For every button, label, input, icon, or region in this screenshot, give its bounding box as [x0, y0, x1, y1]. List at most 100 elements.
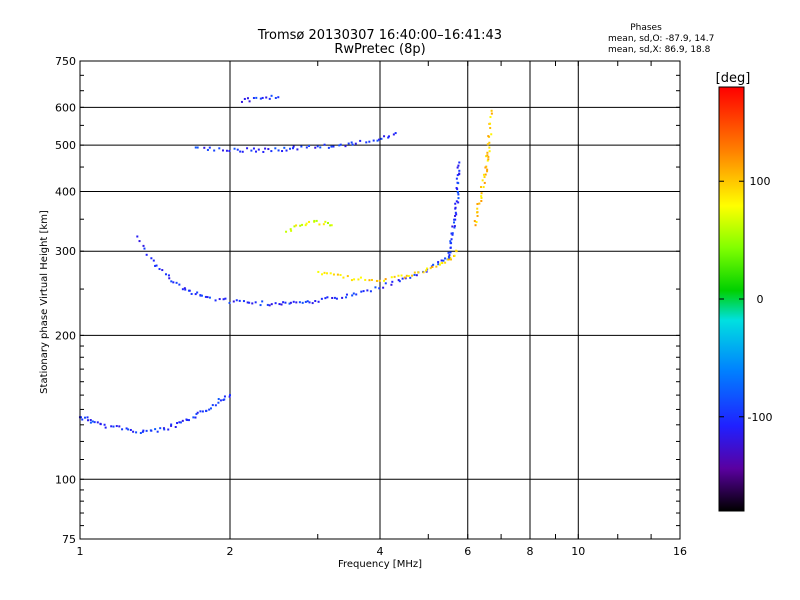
- echo-point: [447, 258, 450, 261]
- echo-point: [186, 419, 189, 422]
- echo-point: [327, 146, 330, 149]
- y-tick-label: 400: [55, 185, 76, 198]
- echo-point: [208, 146, 211, 149]
- echo-point: [232, 300, 235, 303]
- stats-o-mode: mean, sd,O: -87.9, 14.7: [608, 34, 714, 44]
- echo-point: [308, 220, 311, 223]
- echo-point: [455, 250, 458, 253]
- echo-point: [284, 301, 287, 304]
- echo-point: [362, 290, 365, 293]
- y-tick-label: 300: [55, 245, 76, 258]
- echo-point: [306, 300, 309, 303]
- echo-point: [437, 263, 440, 266]
- echo-point: [391, 280, 394, 283]
- x-tick-label: 1: [77, 545, 84, 558]
- echo-point: [252, 96, 255, 99]
- echo-point: [145, 429, 148, 432]
- echo-point: [345, 296, 348, 299]
- echo-point: [346, 275, 349, 278]
- echo-point: [145, 253, 148, 256]
- y-tick-label: 75: [62, 533, 76, 546]
- echo-point: [476, 207, 479, 210]
- echo-point: [112, 425, 115, 428]
- echo-point: [480, 196, 483, 199]
- echo-point: [390, 283, 393, 286]
- echo-point: [330, 224, 333, 227]
- echo-point: [357, 278, 360, 281]
- echo-point: [254, 301, 257, 304]
- echo-point: [318, 223, 321, 226]
- echo-point: [110, 425, 113, 428]
- echo-point: [440, 262, 443, 265]
- echo-point: [127, 428, 130, 431]
- echo-point: [304, 224, 307, 227]
- echo-point: [350, 279, 353, 282]
- echo-point: [480, 195, 483, 198]
- echo-point: [125, 427, 128, 430]
- echo-point: [206, 148, 209, 151]
- echo-point: [329, 224, 332, 227]
- echo-point: [183, 287, 186, 290]
- echo-point: [93, 421, 96, 424]
- echo-point: [155, 264, 158, 267]
- echo-point: [223, 398, 226, 401]
- chart-title: Tromsø 20130307 16:40:00–16:41:43: [257, 28, 502, 43]
- echo-point: [454, 206, 457, 209]
- echo-point: [378, 138, 381, 141]
- grid-lines: [80, 61, 680, 539]
- echo-point: [324, 220, 327, 223]
- echo-point: [280, 303, 283, 306]
- echo-point: [490, 109, 493, 112]
- echo-point: [248, 301, 251, 304]
- echo-point: [313, 219, 316, 222]
- echo-point: [277, 96, 280, 99]
- echo-point: [219, 399, 222, 402]
- echo-point: [488, 146, 491, 149]
- echo-point: [257, 148, 260, 151]
- echo-point: [425, 270, 428, 273]
- echo-point: [304, 300, 307, 303]
- echo-point: [214, 404, 217, 407]
- echo-point: [178, 283, 181, 286]
- echo-point: [355, 293, 358, 296]
- x-tick-label: 4: [377, 545, 384, 558]
- echo-point: [301, 301, 304, 304]
- echo-point: [135, 431, 138, 434]
- echo-point: [270, 150, 273, 153]
- echo-point: [87, 419, 90, 422]
- y-tick-label: 500: [55, 139, 76, 152]
- echo-point: [141, 430, 144, 433]
- echo-point: [308, 144, 311, 147]
- echo-point: [218, 298, 221, 301]
- echo-point: [266, 303, 269, 306]
- echo-point: [282, 301, 285, 304]
- echo-point: [449, 256, 452, 259]
- echo-point: [167, 274, 170, 277]
- echo-point: [487, 155, 490, 158]
- echo-point: [228, 301, 231, 304]
- echo-point: [425, 267, 428, 270]
- echo-point: [268, 97, 271, 100]
- echo-point: [289, 301, 292, 304]
- echo-point: [179, 421, 182, 424]
- echo-point: [488, 150, 491, 153]
- echo-point: [383, 135, 386, 138]
- stats-x-mode: mean, sd,X: 86.9, 18.8: [608, 45, 711, 55]
- echo-point: [170, 423, 173, 426]
- echo-point: [218, 147, 221, 150]
- echo-point: [317, 300, 320, 303]
- echo-point: [315, 219, 318, 222]
- echo-point: [154, 428, 157, 431]
- echo-point: [194, 416, 197, 419]
- echo-point: [194, 146, 197, 149]
- echo-point: [455, 186, 458, 189]
- echo-point: [225, 149, 228, 152]
- echo-point: [383, 279, 386, 282]
- echo-point: [394, 132, 397, 135]
- echo-point: [339, 143, 342, 146]
- echo-point: [401, 277, 404, 280]
- echo-point: [246, 301, 249, 304]
- echo-point: [222, 298, 225, 301]
- echo-point: [372, 139, 375, 142]
- echo-point: [314, 299, 317, 302]
